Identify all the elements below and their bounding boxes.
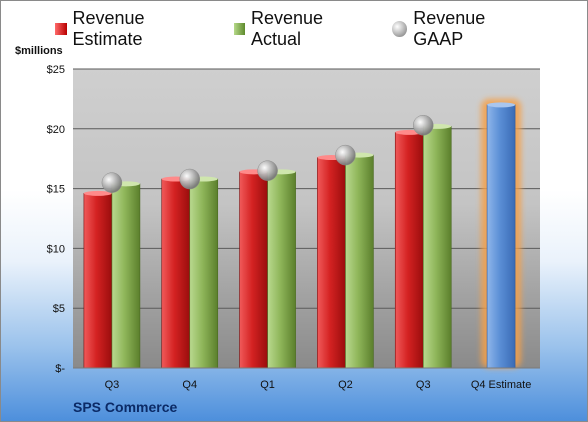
- y-tick-label: $25: [47, 64, 65, 76]
- bar-revenue-estimate: [161, 178, 191, 369]
- legend-swatch-gaap: [391, 21, 408, 37]
- y-tick-label: $-: [55, 363, 65, 375]
- legend-item-gaap: Revenue GAAP: [391, 8, 535, 50]
- y-tick-label: $15: [47, 184, 65, 196]
- legend-label-actual: Revenue Actual: [251, 8, 324, 49]
- bar-cap: [83, 190, 112, 196]
- bar-revenue-estimate: [83, 193, 113, 369]
- x-tick-label: Q2: [338, 379, 353, 391]
- bar-cap: [487, 102, 516, 108]
- bar-revenue-actual: [111, 183, 141, 369]
- y-tick-label: $5: [53, 303, 65, 315]
- x-axis: Q3 Q4 Q1 Q2 Q3 Q4 Estimate: [73, 367, 540, 391]
- bar-revenue-estimate-forecast: [486, 104, 516, 369]
- legend-label-gaap: Revenue GAAP: [413, 8, 486, 49]
- x-tick-label: Q3: [416, 379, 431, 391]
- legend-label-estimate: Revenue Estimate: [72, 8, 145, 49]
- marker-revenue-gaap: [101, 172, 123, 193]
- bars: [83, 98, 522, 369]
- marker-revenue-gaap: [413, 114, 434, 136]
- bar-revenue-actual: [189, 178, 219, 369]
- company-name: SPS Commerce: [73, 399, 178, 415]
- bar-revenue-estimate: [239, 171, 268, 369]
- bar-revenue-estimate: [317, 157, 346, 369]
- legend-item-estimate: Revenue Estimate: [55, 8, 214, 50]
- y-tick-label: $20: [47, 124, 65, 136]
- bar-revenue-actual: [422, 126, 452, 369]
- plot-area: [73, 69, 540, 368]
- y-axis: $- $5 $10 $15 $20 $25: [47, 64, 66, 375]
- gaap-markers: [101, 114, 434, 193]
- marker-revenue-gaap: [335, 144, 356, 166]
- bar-revenue-actual: [267, 171, 296, 369]
- x-tick-label: Q4 Estimate: [471, 379, 532, 391]
- legend-item-actual: Revenue Actual: [233, 8, 372, 50]
- bar-revenue-estimate: [394, 132, 424, 369]
- y-axis-label: $millions: [15, 45, 63, 57]
- bar-revenue-actual: [345, 154, 374, 369]
- marker-revenue-gaap: [257, 160, 278, 181]
- x-tick-label: Q4: [182, 379, 197, 391]
- marker-revenue-gaap: [179, 168, 200, 190]
- legend: Revenue Estimate Revenue Actual Revenue …: [55, 8, 555, 49]
- y-tick-label: $10: [47, 243, 65, 255]
- legend-swatch-estimate: [55, 23, 67, 35]
- legend-swatch-actual: [233, 23, 245, 35]
- x-tick-label: Q1: [260, 379, 275, 391]
- x-tick-label: Q3: [105, 379, 120, 391]
